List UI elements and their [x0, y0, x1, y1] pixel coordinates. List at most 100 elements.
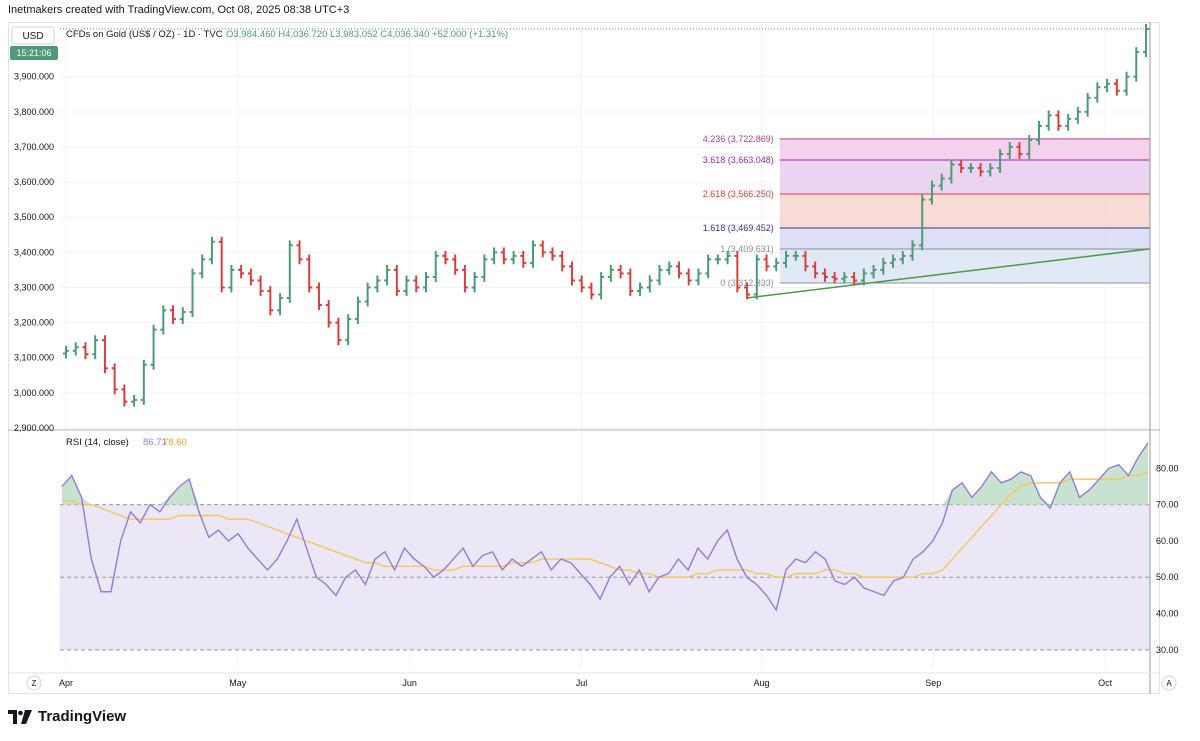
- ohlc-bar: [189, 268, 196, 317]
- ohlc-bar: [1104, 78, 1111, 93]
- ohlc-bar: [277, 293, 284, 316]
- fib-zone: [779, 138, 1150, 160]
- ohlc-bar: [987, 163, 994, 177]
- ohlc-bar: [238, 264, 245, 279]
- ohlc-bar: [870, 264, 877, 279]
- ohlc-bar: [364, 282, 371, 307]
- time-tick-label: Sep: [925, 678, 941, 688]
- ohlc-bar: [656, 264, 663, 286]
- ohlc-bar: [374, 275, 381, 293]
- ohlc-bar: [286, 240, 293, 303]
- ohlc-bar: [958, 159, 965, 173]
- creator-attribution: Inetmakers created with TradingView.com,…: [8, 4, 350, 16]
- price-tick-label: 3,700.000: [14, 142, 54, 152]
- ohlc-bar: [967, 163, 974, 173]
- time-tick-label: Apr: [59, 678, 73, 688]
- rsi-line: [61, 442, 1149, 612]
- fib-level-label: 3.618 (3,663.048): [703, 155, 774, 165]
- ohlc-bar: [578, 275, 585, 293]
- ohlc-bar: [82, 342, 89, 360]
- time-tick-label: Jul: [576, 678, 588, 688]
- ohlc-bar: [1026, 135, 1033, 159]
- currency-button[interactable]: [11, 26, 55, 45]
- auto-scale-button[interactable]: [1161, 675, 1177, 691]
- ohlc-bar: [452, 254, 459, 275]
- ohlc-bar: [471, 272, 478, 293]
- ohlc-bar: [1133, 47, 1140, 82]
- zoom-button[interactable]: [26, 675, 42, 691]
- ohlc-bar: [637, 282, 644, 296]
- rsi-tick-label: 40.00: [1156, 609, 1179, 619]
- ohlc-bar: [783, 250, 789, 268]
- rsi-band: [60, 504, 1150, 651]
- ohlc-bar: [247, 268, 254, 286]
- currency-label: USD: [22, 31, 43, 42]
- ohlc-bar: [831, 272, 838, 284]
- ohlc-bar: [1006, 142, 1013, 159]
- chart-frame: [8, 22, 1160, 694]
- ohlc-bar: [607, 264, 614, 282]
- rsi-lines: [61, 442, 1149, 612]
- rsi-tick-label: 70.00: [1156, 500, 1179, 510]
- ohlc-bar: [1065, 113, 1072, 131]
- fib-zone: [779, 248, 1150, 283]
- ohlc-bar: [997, 149, 1004, 173]
- ohlc-bar: [111, 363, 118, 395]
- ohlc-bar: [403, 275, 410, 296]
- ohlc-bar: [491, 247, 498, 265]
- price-tick-label: 3,100.000: [14, 353, 54, 363]
- ohlc-bar: [549, 247, 556, 261]
- ohlc-bar: [539, 240, 546, 258]
- ohlc-bar: [461, 264, 468, 293]
- ohlc-bar: [423, 272, 429, 293]
- ohlc-legend: O3,984.460 H4,036.720 L3,983.052 C4,036.…: [226, 29, 508, 40]
- ohlc-bar: [928, 180, 935, 205]
- ohlc-bar: [63, 345, 69, 359]
- ohlc-bar: [257, 275, 264, 296]
- price-tick-label: 3,500.000: [14, 212, 54, 222]
- ohlc-bar: [179, 307, 186, 325]
- ohlc-bar: [568, 261, 575, 286]
- rsi-legend-ma-value: 78.60: [163, 437, 187, 448]
- ohlc-bar: [160, 305, 167, 335]
- time-tick-label: Aug: [753, 678, 769, 688]
- ohlc-bar: [315, 282, 322, 310]
- fib-extension: 4.236 (3,722.869) 3.618 (3,663.048) 2.618 …: [703, 134, 1151, 299]
- time-tick-label: Oct: [1098, 678, 1113, 688]
- grid: [60, 24, 1150, 668]
- tradingview-logo-icon: [8, 709, 32, 724]
- rsi-legend-value: 86.71: [143, 437, 167, 448]
- ohlc-bar: [1113, 78, 1120, 96]
- ohlc-bar: [520, 250, 527, 268]
- ohlc-bar: [1035, 120, 1042, 145]
- price-tick-label: 3,200.000: [14, 318, 54, 328]
- trend-line[interactable]: [746, 248, 1151, 299]
- ohlc-bar: [1094, 82, 1101, 103]
- ohlc-bar: [675, 261, 682, 279]
- ohlc-bar: [646, 275, 653, 293]
- ohlc-bar: [695, 268, 702, 286]
- ohlc-bar: [598, 272, 605, 300]
- ohlc-bar: [821, 268, 828, 282]
- ohlc-bar: [432, 250, 439, 282]
- price-tick-label: 3,900.000: [14, 72, 54, 82]
- rsi-background-band: [60, 504, 1150, 650]
- rsi-ma-line: [62, 471, 1149, 578]
- rsi-tick-label: 80.00: [1156, 463, 1179, 473]
- price-tick-label: 3,600.000: [14, 177, 54, 187]
- ohlc-bar: [909, 240, 916, 261]
- ohlc-bar: [666, 261, 673, 275]
- ohlc-bar: [617, 264, 624, 279]
- ohlc-bar: [140, 359, 147, 405]
- ohlc-bar: [131, 394, 138, 407]
- ohlc-bar: [345, 314, 352, 346]
- fib-zone: [779, 159, 1150, 194]
- ohlc-bar: [481, 254, 488, 282]
- fib-zone: [779, 227, 1150, 249]
- ohlc-bar: [880, 257, 887, 275]
- countdown-badge: [10, 46, 58, 60]
- tradingview-logo: TradingView: [8, 708, 126, 725]
- time-tick-label: Jun: [402, 678, 417, 688]
- ohlc-bar: [267, 286, 274, 316]
